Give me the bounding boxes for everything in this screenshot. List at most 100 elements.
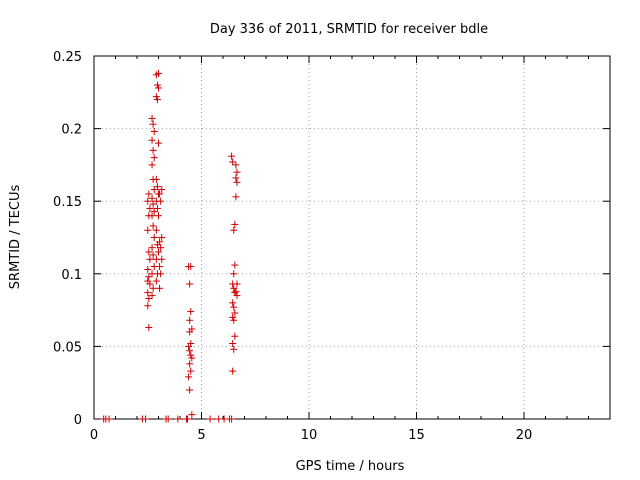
data-point	[229, 367, 237, 375]
data-point	[230, 345, 238, 353]
data-point	[157, 244, 165, 252]
data-point	[174, 415, 182, 423]
data-point	[233, 292, 241, 300]
data-point	[145, 190, 153, 198]
data-point	[155, 69, 162, 77]
data-point	[150, 234, 158, 241]
axis-ticks: 0 5 10 15 20 0 0.05 0.1 0.15 0.2 0.25	[53, 50, 610, 443]
data-point	[156, 284, 164, 292]
data-point	[145, 294, 153, 302]
data-point	[230, 226, 238, 234]
data-point	[157, 270, 165, 278]
x-tick-label: 5	[197, 428, 205, 443]
data-point	[164, 415, 172, 423]
data-point	[146, 255, 154, 263]
data-point	[145, 324, 153, 332]
data-point	[148, 292, 156, 300]
data-point	[186, 360, 194, 368]
data-point	[232, 287, 240, 295]
y-tick-label: 0.2	[61, 123, 82, 138]
data-point	[148, 161, 156, 169]
data-point	[186, 386, 194, 394]
data-point	[206, 415, 214, 423]
data-point	[150, 186, 158, 194]
data-point	[228, 152, 236, 160]
data-point	[155, 139, 162, 147]
data-point	[184, 415, 192, 423]
y-tick-label: 0.1	[61, 268, 82, 283]
data-point	[229, 313, 237, 321]
data-point	[231, 261, 239, 269]
data-point	[186, 347, 194, 355]
data-point	[156, 238, 164, 246]
data-point	[185, 342, 193, 350]
x-tick-label: 10	[301, 428, 318, 443]
data-point	[149, 146, 157, 154]
data-point	[144, 302, 152, 310]
data-point	[145, 248, 153, 256]
data-point	[157, 197, 165, 205]
data-point	[153, 204, 161, 212]
data-point	[149, 200, 157, 208]
data-point	[144, 197, 152, 205]
data-point	[144, 265, 152, 273]
data-point	[230, 316, 238, 324]
data-point	[188, 354, 196, 362]
data-point	[144, 226, 152, 234]
data-point	[228, 415, 236, 423]
data-point	[144, 277, 152, 285]
y-axis-label: SRMTID / TECUs	[8, 185, 23, 290]
y-tick-label: 0.25	[53, 50, 82, 65]
plot-frame	[93, 55, 611, 420]
x-tick-label: 20	[516, 428, 533, 443]
data-point	[146, 204, 154, 212]
data-point	[230, 303, 238, 311]
data-point	[158, 255, 166, 263]
x-tick-label: 0	[90, 428, 98, 443]
chart-title: Day 336 of 2011, SRMTID for receiver bdl…	[210, 22, 488, 37]
data-point	[188, 411, 196, 419]
data-point	[148, 136, 156, 144]
data-point	[187, 367, 195, 375]
data-point	[148, 114, 156, 122]
data-point	[148, 212, 156, 220]
y-tick-label: 0.15	[53, 195, 82, 210]
data-point	[155, 212, 162, 220]
data-point	[231, 332, 239, 340]
data-point	[150, 154, 158, 162]
data-point	[148, 194, 156, 202]
data-point	[144, 289, 152, 297]
data-point	[233, 178, 241, 186]
data-point	[231, 309, 239, 317]
data-point	[149, 222, 157, 230]
data-point	[158, 186, 166, 194]
data-point	[155, 248, 162, 256]
y-tick-label: 0	[74, 413, 82, 428]
data-point	[152, 93, 160, 101]
data-point	[150, 207, 158, 215]
data-point	[187, 263, 195, 271]
data-point	[229, 299, 237, 307]
grid-lines	[94, 56, 610, 419]
data-point	[229, 158, 237, 166]
data-points	[100, 69, 241, 423]
data-point	[187, 308, 195, 316]
data-point	[142, 415, 150, 423]
data-point	[105, 415, 113, 423]
data-point	[153, 81, 161, 89]
data-point	[153, 183, 161, 191]
data-point	[148, 244, 156, 252]
data-point	[229, 339, 237, 347]
data-point	[186, 280, 194, 288]
data-point	[232, 193, 240, 201]
data-point	[186, 316, 194, 324]
data-point	[145, 273, 153, 281]
data-point	[187, 351, 195, 359]
data-point	[156, 190, 164, 198]
data-point	[230, 270, 238, 278]
data-point	[152, 226, 160, 234]
data-point	[152, 277, 160, 285]
data-point	[155, 84, 162, 92]
y-tick-label: 0.05	[53, 340, 82, 355]
